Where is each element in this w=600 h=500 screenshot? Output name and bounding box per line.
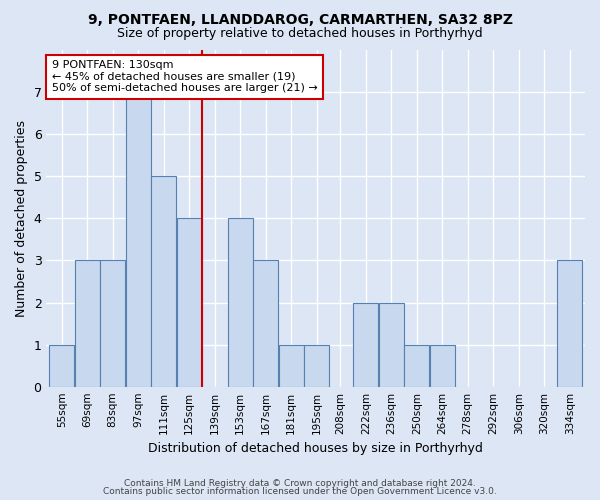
Bar (125, 92, 151, 386)
Bar (253, 260, 278, 386)
Bar (379, 302, 404, 386)
Bar (176, 218, 202, 386)
Text: 9, PONTFAEN, LLANDDAROG, CARMARTHEN, SA32 8PZ: 9, PONTFAEN, LLANDDAROG, CARMARTHEN, SA3… (88, 12, 512, 26)
Bar (75, 260, 100, 386)
Bar (100, 260, 125, 386)
Bar (353, 302, 378, 386)
Bar (278, 344, 304, 387)
Bar (304, 344, 329, 387)
Text: Contains HM Land Registry data © Crown copyright and database right 2024.: Contains HM Land Registry data © Crown c… (124, 478, 476, 488)
Y-axis label: Number of detached properties: Number of detached properties (15, 120, 28, 317)
Bar (151, 176, 176, 386)
Text: 9 PONTFAEN: 130sqm
← 45% of detached houses are smaller (19)
50% of semi-detache: 9 PONTFAEN: 130sqm ← 45% of detached hou… (52, 60, 317, 94)
Bar (49, 344, 74, 387)
X-axis label: Distribution of detached houses by size in Porthyrhyd: Distribution of detached houses by size … (148, 442, 483, 455)
Bar (404, 344, 429, 387)
Bar (557, 260, 582, 386)
Bar (430, 344, 455, 387)
Text: Contains public sector information licensed under the Open Government Licence v3: Contains public sector information licen… (103, 487, 497, 496)
Text: Size of property relative to detached houses in Porthyrhyd: Size of property relative to detached ho… (117, 28, 483, 40)
Bar (227, 218, 253, 386)
